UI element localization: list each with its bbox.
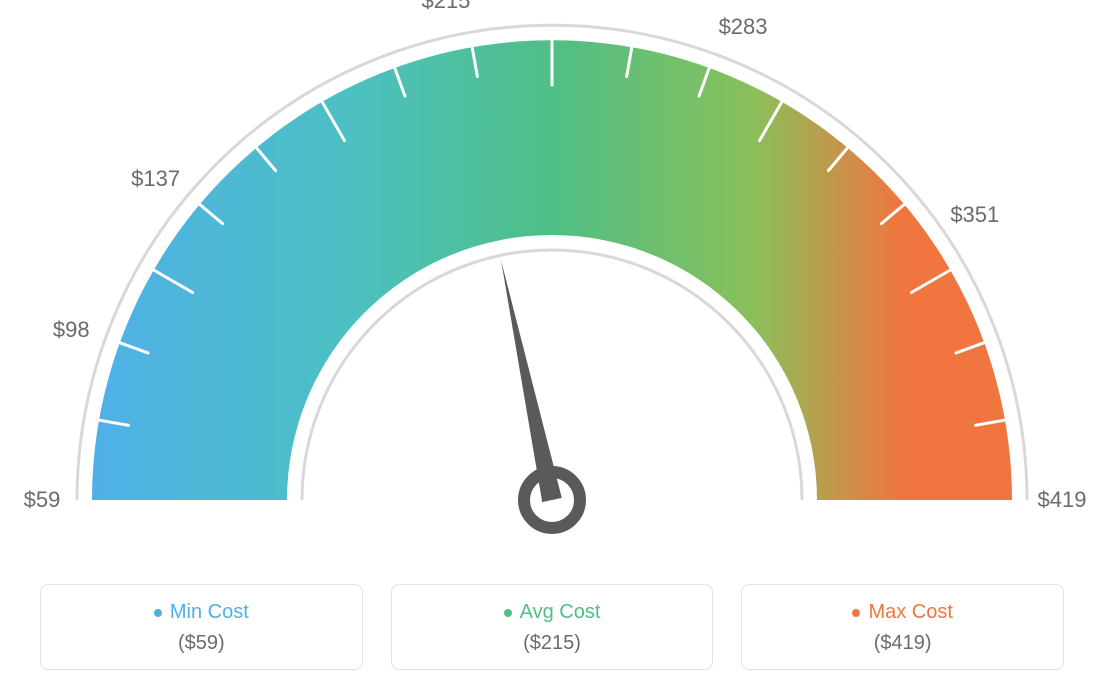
gauge-tick-label: $137 [131, 166, 180, 192]
gauge-chart [0, 0, 1104, 560]
gauge-tick-label: $98 [53, 317, 90, 343]
legend-value-avg: ($215) [402, 632, 703, 655]
gauge-area: $59 $98 $137 $215 $283 $351 $419 [0, 0, 1104, 560]
legend-card-min: Min Cost ($59) [40, 584, 363, 670]
dot-icon [154, 609, 162, 617]
legend-title-max: Max Cost [852, 601, 952, 624]
gauge-tick-label: $215 [421, 0, 470, 14]
legend-title-label: Min Cost [170, 601, 249, 624]
legend-title-label: Max Cost [868, 601, 952, 624]
legend-card-max: Max Cost ($419) [741, 584, 1064, 670]
legend-title-min: Min Cost [154, 601, 249, 624]
legend-card-avg: Avg Cost ($215) [391, 584, 714, 670]
legend-title-avg: Avg Cost [504, 601, 601, 624]
gauge-tick-label: $283 [719, 14, 768, 40]
legend-row: Min Cost ($59) Avg Cost ($215) Max Cost … [40, 584, 1064, 670]
gauge-tick-label: $59 [24, 487, 61, 513]
gauge-tick-label: $419 [1038, 487, 1087, 513]
legend-value-max: ($419) [752, 632, 1053, 655]
gauge-tick-label: $351 [950, 202, 999, 228]
cost-gauge-container: $59 $98 $137 $215 $283 $351 $419 Min Cost ($59… [0, 0, 1104, 690]
dot-icon [504, 609, 512, 617]
dot-icon [852, 609, 860, 617]
legend-value-min: ($59) [51, 632, 352, 655]
legend-title-label: Avg Cost [520, 601, 601, 624]
